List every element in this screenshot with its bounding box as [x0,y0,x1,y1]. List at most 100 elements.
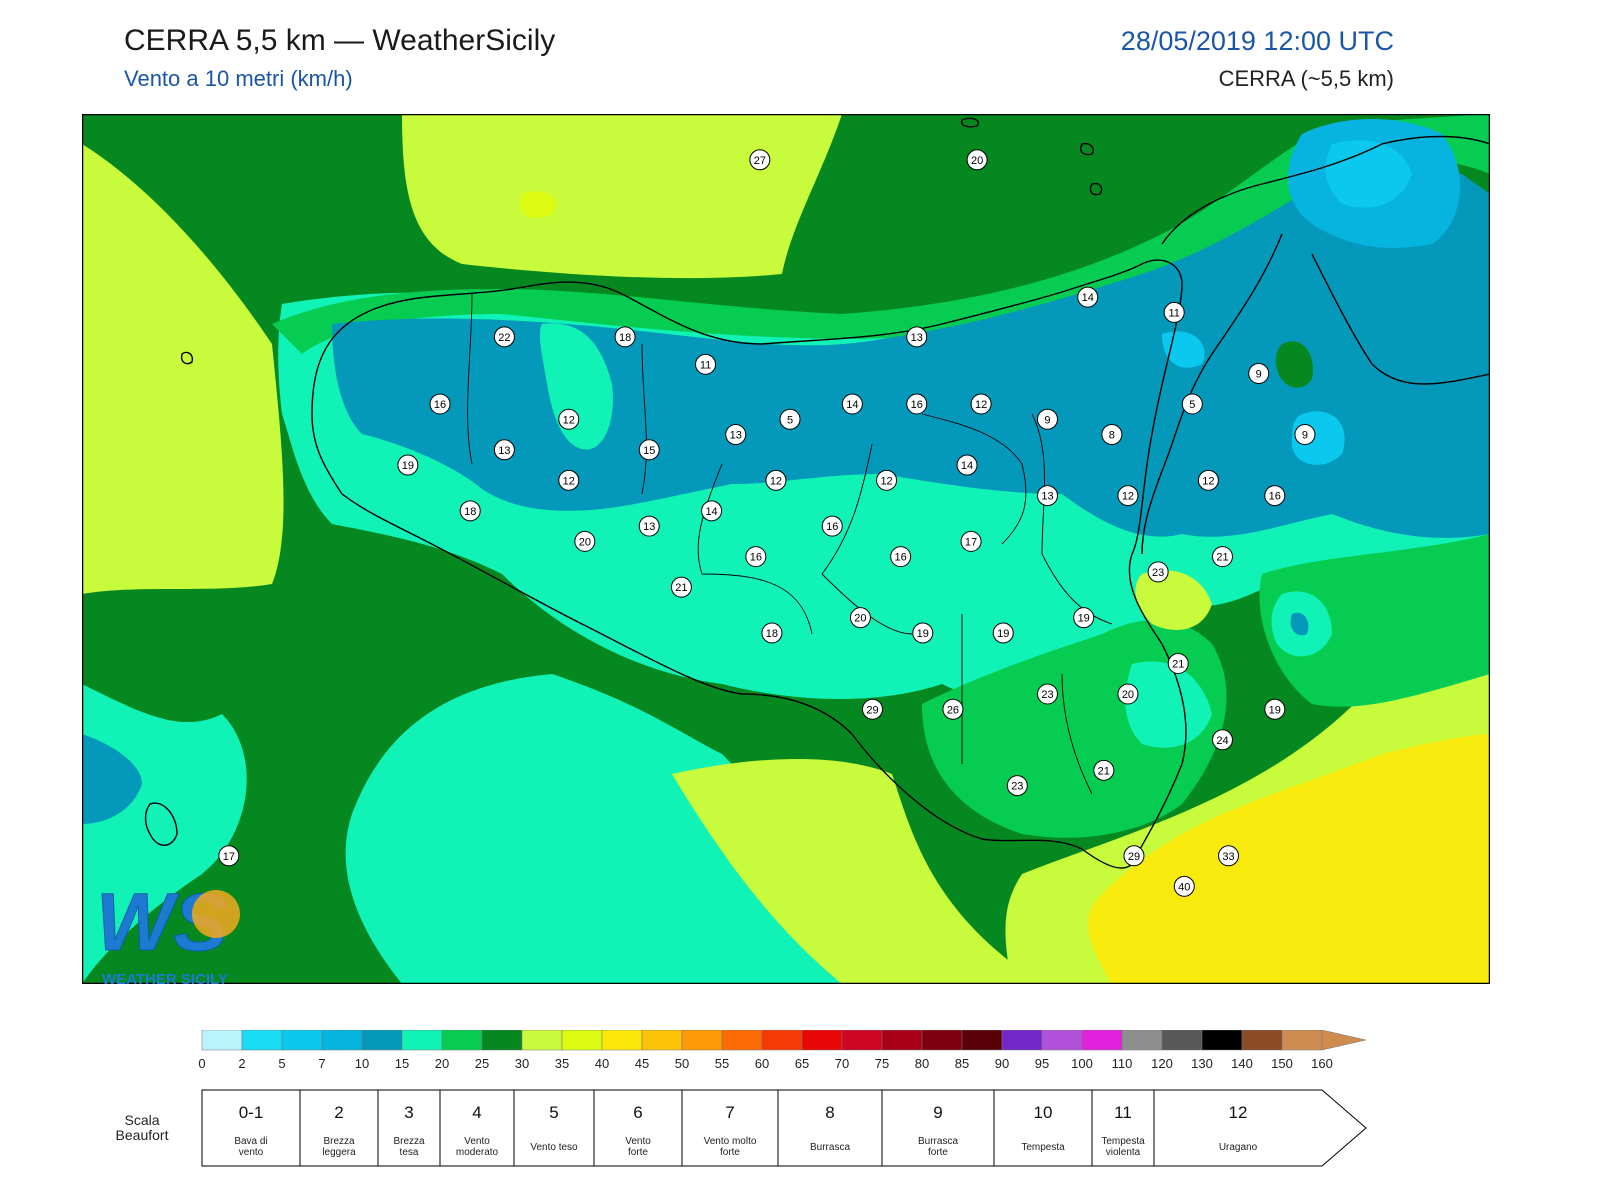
station-value: 23 [1152,567,1164,579]
color-bar-segment [321,1030,363,1051]
station-circle [1147,561,1169,583]
tick-label: 0 [198,1056,205,1071]
beaufort-scale-label: Beaufort [116,1127,169,1143]
station-circle [1264,698,1286,720]
station-value: 19 [917,628,929,640]
station-value: 12 [563,414,575,426]
tick-label: 150 [1271,1056,1293,1071]
station-marker: 27 [749,149,771,171]
station-value: 12 [1202,475,1214,487]
station-value: 12 [1122,491,1134,503]
station-marker: 29 [861,698,883,720]
station-circle [429,393,451,415]
station-value: 15 [643,445,655,457]
station-value: 21 [1216,552,1228,564]
station-marker: 23 [1036,683,1058,705]
station-marker: 16 [429,393,451,415]
station-circle [638,439,660,461]
station-value: 26 [947,704,959,716]
beaufort-description: Vento molto [704,1136,757,1147]
tick-label: 20 [435,1056,449,1071]
station-circle [956,454,978,476]
station-value: 16 [750,552,762,564]
station-value: 27 [754,155,766,167]
beaufort-number: 10 [1034,1103,1053,1122]
station-marker: 11 [1163,301,1185,323]
tick-label: 7 [318,1056,325,1071]
station-circle [876,469,898,491]
station-marker: 11 [695,353,717,375]
station-value: 21 [1172,658,1184,670]
tick-label: 70 [835,1056,849,1071]
station-circle [906,393,928,415]
beaufort-description: leggera [322,1147,356,1158]
tick-label: 30 [515,1056,529,1071]
station-circle [638,515,660,537]
station-circle [459,500,481,522]
station-marker: 12 [970,393,992,415]
station-marker: 12 [558,469,580,491]
station-marker: 5 [779,408,801,430]
map-title: CERRA 5,5 km — WeatherSicily [124,24,556,57]
station-circle [397,454,419,476]
station-marker: 29 [1123,845,1145,867]
beaufort-description: Tempesta [1101,1136,1145,1147]
beaufort-number: 7 [725,1103,734,1122]
station-value: 13 [643,521,655,533]
color-bar-segment [1201,1030,1243,1051]
tick-label: 40 [595,1056,609,1071]
station-marker: 13 [906,326,928,348]
beaufort-description: Vento [464,1136,490,1147]
station-marker: 23 [1006,775,1028,797]
station-circle [821,515,843,537]
station-value: 23 [1011,781,1023,793]
station-circle [1181,393,1203,415]
model-resolution: CERRA (~5,5 km) [1218,66,1394,91]
color-bar-segment [201,1030,243,1051]
station-marker: 19 [992,622,1014,644]
tick-label: 55 [715,1056,729,1071]
malta-island [144,802,178,846]
color-bar-segment [921,1030,963,1051]
station-marker: 12 [558,408,580,430]
map-frame [82,114,1490,984]
tick-label: 110 [1112,1056,1133,1071]
station-marker: 19 [1073,607,1095,629]
station-marker: 19 [397,454,419,476]
station-marker: 12 [765,469,787,491]
station-value: 5 [1189,399,1195,411]
color-bar-segment [601,1030,643,1051]
station-value: 21 [675,582,687,594]
beaufort-number: 8 [825,1103,834,1122]
station-value: 16 [1269,491,1281,503]
station-marker: 24 [1211,729,1233,751]
tick-label: 90 [995,1056,1009,1071]
station-circle [890,546,912,568]
beaufort-number: 3 [404,1103,413,1122]
station-marker: 15 [638,439,660,461]
station-value: 8 [1109,430,1115,442]
station-marker: 19 [1264,698,1286,720]
station-circle [1294,424,1316,446]
valid-datetime: 28/05/2019 12:00 UTC [1120,26,1394,56]
color-bar-segment [361,1030,403,1051]
station-marker: 16 [890,546,912,568]
color-bar-segment [521,1030,563,1051]
color-bar-segment [881,1030,923,1051]
beaufort-number: 0-1 [239,1103,264,1122]
station-circle [701,500,723,522]
logo-text: WEATHER SICILY [102,971,228,984]
station-marker: 13 [1036,485,1058,507]
beaufort-description: violenta [1106,1147,1141,1158]
province-boundaries [467,293,1113,795]
station-circle [670,576,692,598]
station-value: 18 [766,628,778,640]
station-marker: 9 [1294,424,1316,446]
color-bar-segment [401,1030,443,1051]
beaufort-number: 9 [933,1103,942,1122]
color-bar-segment [641,1030,683,1051]
station-value: 9 [1256,368,1262,380]
station-markers: 27 20 14 11 22 18 11 13 16 12 13 5 14 16 12 9 8 5 9 9 13 15 19… [218,149,1316,897]
beaufort-frame [201,1089,1367,1167]
station-value: 14 [961,460,973,472]
